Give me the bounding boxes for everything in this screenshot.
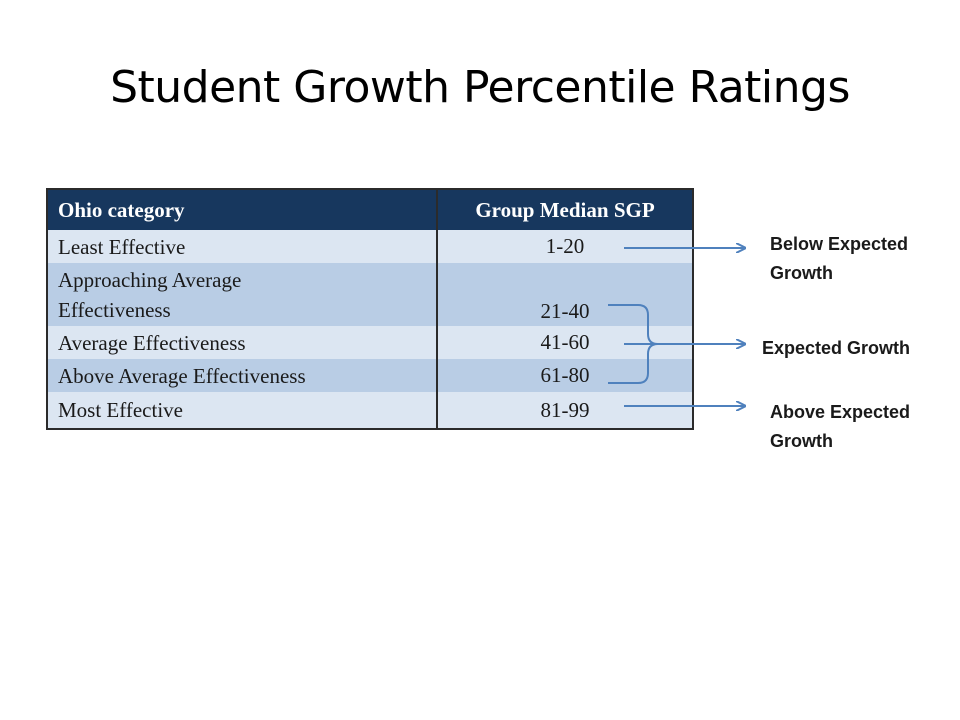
category-cell: Least Effective <box>47 230 437 263</box>
sgp-cell: 61-80 <box>436 359 693 392</box>
below-expected-growth-label: Below Expected Growth <box>770 230 908 288</box>
above-label-line-1: Above Expected <box>770 402 911 422</box>
sgp-cell: 81-99 <box>436 392 693 429</box>
sgp-cell: 21-40 <box>436 263 693 326</box>
sgp-cell: 41-60 <box>436 326 693 359</box>
slide-title: Student Growth Percentile Ratings <box>110 62 850 113</box>
table-row: Most Effective 81-99 <box>47 392 693 429</box>
sgp-ratings-table: Ohio category Group Median SGP Least Eff… <box>46 188 694 430</box>
below-label-line-2: Growth <box>770 263 833 283</box>
below-label-line-1: Below Expected <box>770 234 909 254</box>
category-line-2: Effectiveness <box>58 297 171 322</box>
header-ohio-category: Ohio category <box>47 189 437 230</box>
category-cell: Most Effective <box>47 392 437 429</box>
expected-growth-label: Expected Growth <box>762 338 911 358</box>
above-expected-growth-label: Above Expected Growth <box>770 398 910 456</box>
category-line-1: Approaching Average <box>58 267 242 292</box>
table-row: Above Average Effectiveness 61-80 <box>47 359 693 392</box>
table-row: Least Effective 1-20 <box>47 230 693 263</box>
category-cell: Above Average Effectiveness <box>47 359 437 392</box>
sgp-cell: 1-20 <box>436 230 693 263</box>
header-group-median-sgp: Group Median SGP <box>436 189 693 230</box>
above-label-line-2: Growth <box>770 431 833 451</box>
category-cell: Average Effectiveness <box>47 326 437 359</box>
table-row: Approaching Average Effectiveness 21-40 <box>47 263 693 326</box>
table-row: Average Effectiveness 41-60 <box>47 326 693 359</box>
table-header-row: Ohio category Group Median SGP <box>47 189 693 230</box>
category-cell: Approaching Average Effectiveness <box>47 263 437 326</box>
